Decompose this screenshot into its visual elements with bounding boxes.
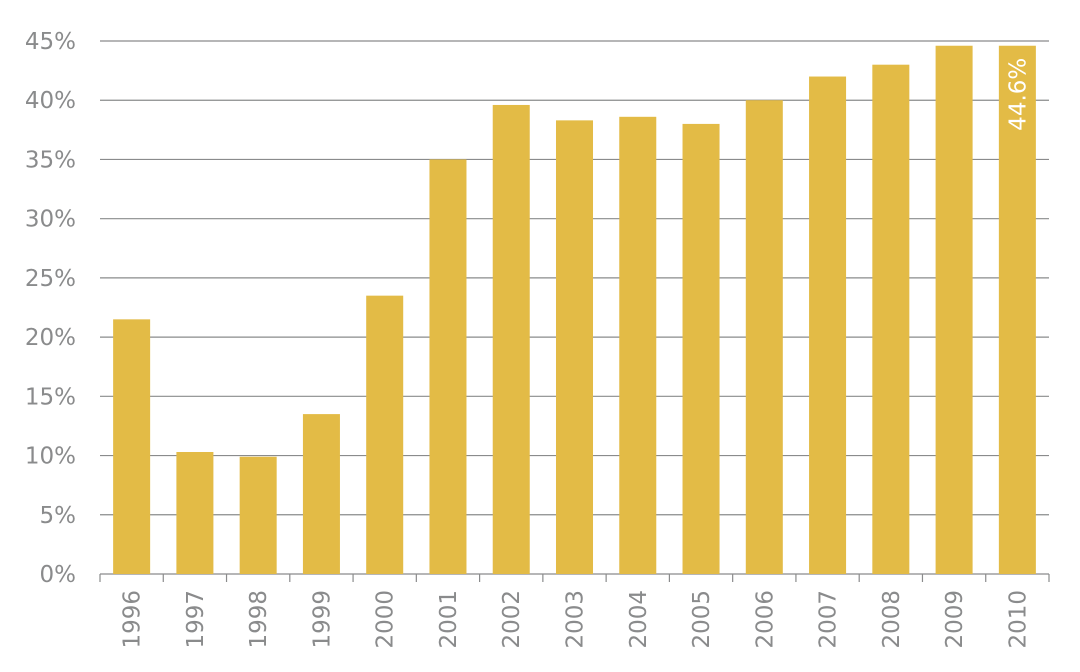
x-tick-label: 2003 — [563, 590, 589, 649]
x-tick-label: 2002 — [499, 590, 525, 649]
bar-2002 — [492, 104, 530, 575]
x-tick-label: 2006 — [752, 590, 778, 649]
x-tick-label: 2007 — [816, 590, 842, 649]
x-axis-ticks: 1996 1997 1998 1999 2000 2001 2002 2003 2004 2005… — [99, 574, 1050, 649]
x-tick-label: 2000 — [373, 590, 399, 649]
y-tick-label: 15% — [25, 384, 76, 410]
y-tick-label: 40% — [25, 88, 76, 114]
bar-1996 — [113, 319, 151, 574]
bar-2008 — [872, 64, 910, 574]
data-label: 44.6% — [1005, 58, 1031, 131]
bar-1998 — [239, 456, 277, 574]
bar-2003 — [555, 120, 594, 574]
data-labels: 44.6% — [1005, 58, 1031, 131]
x-tick-label: 1996 — [120, 590, 146, 649]
x-tick-label: 2004 — [626, 590, 652, 649]
y-tick-label: 0% — [40, 562, 77, 588]
bar-2000 — [366, 295, 404, 574]
y-tick-label: 30% — [25, 207, 76, 233]
bar-2009 — [935, 45, 973, 574]
y-tick-label: 5% — [40, 503, 77, 529]
y-tick-label: 35% — [25, 147, 76, 173]
bar-2001 — [429, 159, 467, 574]
x-tick-label: 1998 — [246, 590, 272, 649]
y-axis-ticks: 0% 5% 10% 15% 20% 25% 30% 35% 40% 45% — [25, 29, 76, 588]
bar-2005 — [682, 123, 720, 575]
y-tick-label: 10% — [25, 444, 76, 470]
x-tick-label: 2010 — [1005, 590, 1031, 649]
bar-1997 — [176, 452, 214, 574]
bar-2006 — [745, 100, 783, 574]
y-tick-label: 45% — [25, 29, 76, 55]
x-tick-label: 2009 — [942, 590, 968, 649]
bar-2004 — [619, 116, 657, 574]
x-tick-label: 1997 — [183, 590, 209, 649]
x-tick-label: 2008 — [879, 590, 905, 649]
y-tick-label: 25% — [25, 266, 76, 292]
x-tick-label: 2005 — [689, 590, 715, 649]
bar-2007 — [809, 76, 847, 575]
bars — [113, 45, 1036, 575]
bar-1999 — [302, 414, 340, 574]
bar-2010 — [998, 45, 1036, 574]
y-tick-label: 20% — [25, 325, 76, 351]
x-tick-label: 1999 — [309, 590, 335, 649]
x-tick-label: 2001 — [436, 590, 462, 649]
